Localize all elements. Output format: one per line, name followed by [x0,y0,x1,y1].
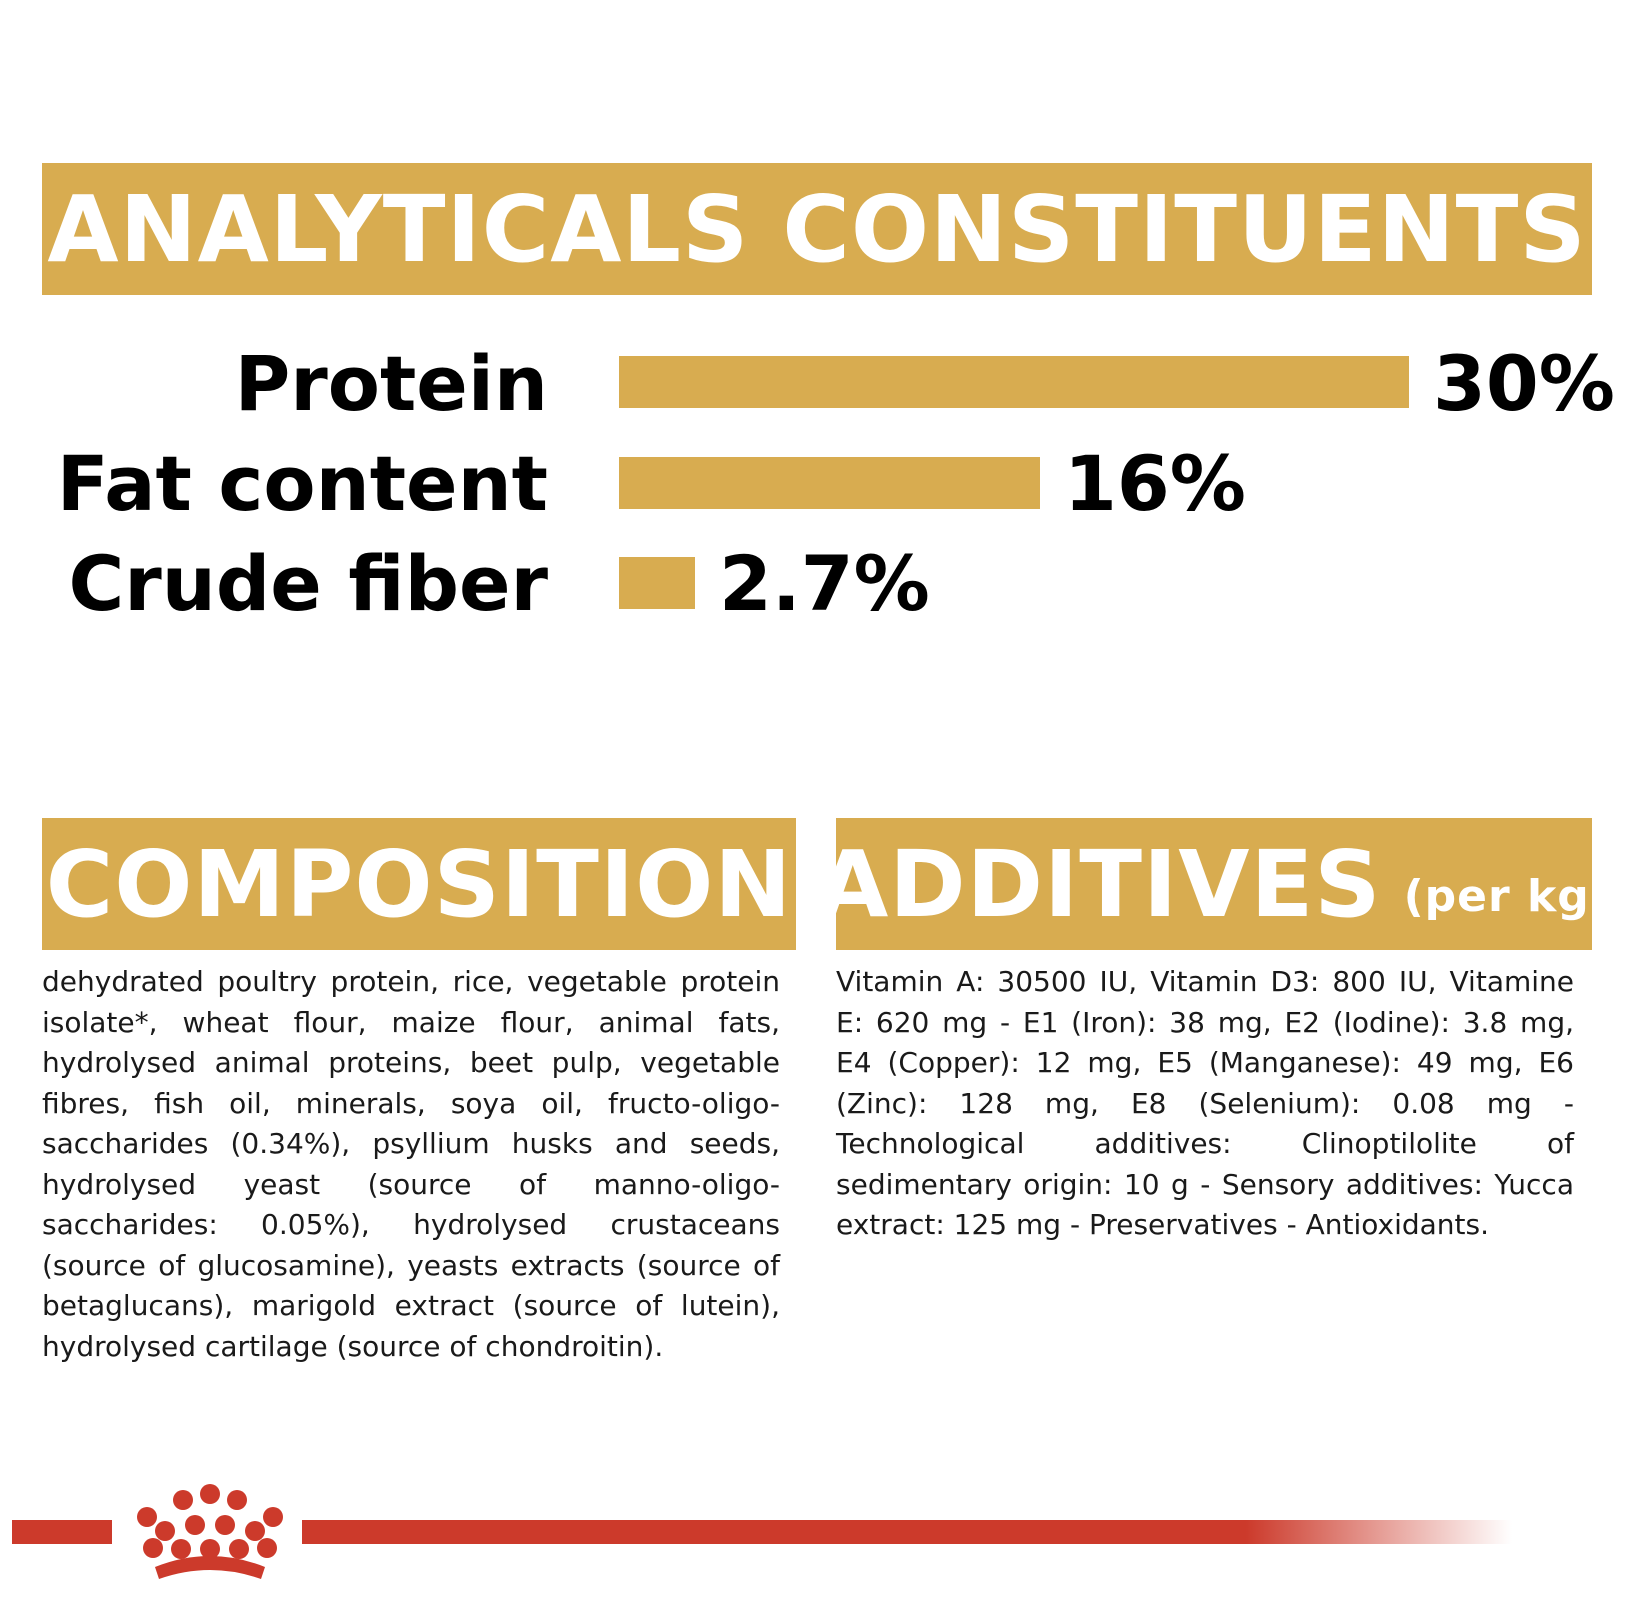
crude-fiber-label: Crude fiber [68,539,548,628]
additives-text: Vitamin A: 30500 IU, Vitamin D3: 800 IU,… [836,965,1574,1241]
additives-title: ADDITIVES [817,830,1382,938]
fat-content-label: Fat content [56,439,548,528]
protein-bar [619,356,1409,408]
royal-canin-crown-icon [137,1484,283,1579]
composition-text: dehydrated poultry protein, rice, vegeta… [42,965,780,1363]
composition-title: COMPOSITION [45,830,793,938]
crude-fiber-bar [619,557,695,609]
crude-fiber-value: 2.7% [719,539,930,628]
additives-title-suffix: (per kg) [1403,870,1611,922]
footer-line-left [12,1520,112,1544]
footer-line-right [302,1520,1512,1544]
protein-label: Protein [234,339,548,428]
protein-value: 30% [1433,339,1615,428]
analyticals-title-banner: ANALYTICALS CONSTITUENTS [42,163,1592,295]
additives-title-banner: ADDITIVES (per kg) [817,818,1610,950]
fat-content-bar [619,457,1040,509]
analyticals-title: ANALYTICALS CONSTITUENTS [47,175,1587,283]
composition-title-banner: COMPOSITION [42,818,796,950]
fat-content-value: 16% [1064,439,1246,528]
